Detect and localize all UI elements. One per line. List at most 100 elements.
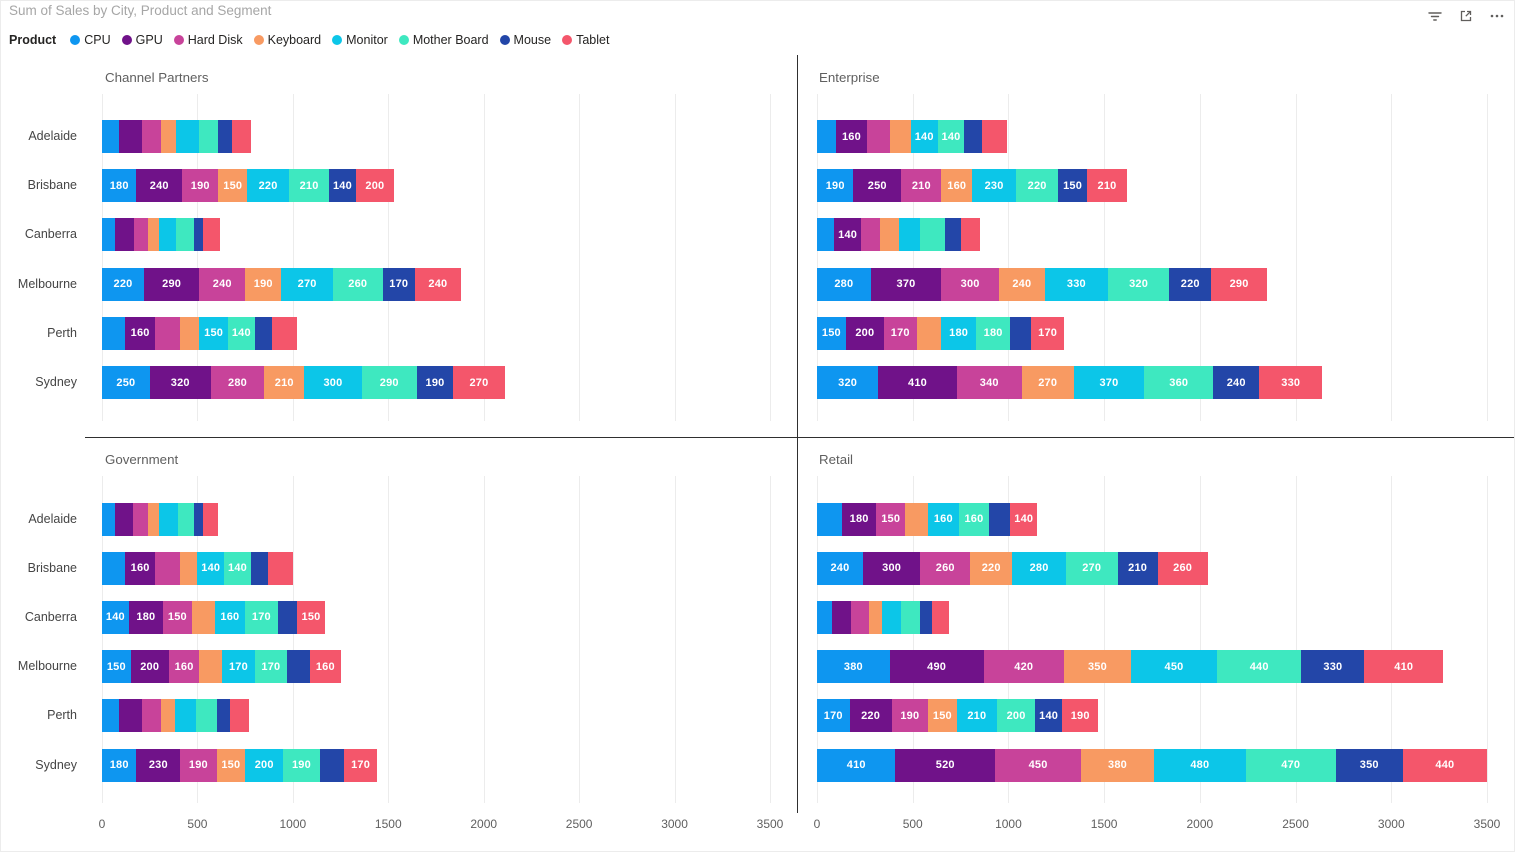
bar-segment-tablet[interactable]: 170 bbox=[1031, 316, 1064, 350]
bar-segment-gpu[interactable]: 320 bbox=[149, 366, 211, 399]
bar-segment-hard-disk[interactable]: 170 bbox=[884, 316, 917, 350]
bar-segment-monitor[interactable] bbox=[882, 600, 902, 634]
bar-segment-gpu[interactable]: 220 bbox=[849, 699, 892, 733]
bar-segment-mother-board[interactable]: 140 bbox=[937, 120, 965, 153]
bar-segment-keyboard[interactable] bbox=[191, 600, 215, 634]
bar-segment-mouse[interactable]: 240 bbox=[1213, 366, 1260, 399]
bar-segment-gpu[interactable]: 290 bbox=[143, 267, 200, 301]
bar-segment-mouse[interactable] bbox=[989, 502, 1011, 536]
bar-segment-hard-disk[interactable]: 340 bbox=[956, 366, 1022, 399]
bar-segment-hard-disk[interactable]: 160 bbox=[168, 650, 200, 684]
bar-segment-monitor[interactable] bbox=[159, 218, 177, 252]
bar-segment-mother-board[interactable]: 440 bbox=[1217, 650, 1302, 684]
bar-segment-cpu[interactable] bbox=[817, 218, 835, 252]
bar-segment-gpu[interactable]: 300 bbox=[862, 551, 921, 585]
bar-segment-tablet[interactable]: 330 bbox=[1259, 366, 1323, 399]
bar-segment-keyboard[interactable]: 190 bbox=[245, 267, 282, 301]
bar-segment-gpu[interactable]: 410 bbox=[878, 366, 957, 399]
bar-segment-mouse[interactable] bbox=[216, 699, 230, 733]
bar-segment-cpu[interactable] bbox=[102, 551, 125, 585]
bar-segment-mouse[interactable] bbox=[277, 600, 297, 634]
bar-segment-keyboard[interactable] bbox=[905, 502, 929, 536]
bar-segment-tablet[interactable]: 190 bbox=[1062, 699, 1099, 733]
bar-segment-mouse[interactable]: 220 bbox=[1169, 267, 1212, 301]
bar-segment-mouse[interactable] bbox=[920, 600, 932, 634]
bar-segment-tablet[interactable]: 200 bbox=[355, 169, 394, 203]
bar-segment-cpu[interactable]: 250 bbox=[102, 366, 150, 399]
bar-segment-mother-board[interactable]: 470 bbox=[1245, 748, 1336, 782]
legend-item-mother-board[interactable]: Mother Board bbox=[398, 33, 489, 47]
bar-segment-keyboard[interactable]: 210 bbox=[264, 366, 305, 399]
bar-segment-mouse[interactable]: 330 bbox=[1301, 650, 1365, 684]
bar-segment-tablet[interactable] bbox=[203, 218, 221, 252]
bar-segment-cpu[interactable] bbox=[102, 218, 116, 252]
bar-segment-hard-disk[interactable]: 420 bbox=[983, 650, 1064, 684]
bar-segment-tablet[interactable] bbox=[960, 218, 980, 252]
bar-segment-cpu[interactable]: 280 bbox=[817, 267, 871, 301]
bar-segment-keyboard[interactable] bbox=[161, 120, 177, 153]
bar-segment-mother-board[interactable]: 160 bbox=[958, 502, 990, 536]
bar-segment-mouse[interactable]: 350 bbox=[1335, 748, 1403, 782]
bar-segment-mouse[interactable]: 210 bbox=[1117, 551, 1158, 585]
bar-segment-hard-disk[interactable]: 190 bbox=[180, 748, 217, 782]
bar-segment-keyboard[interactable] bbox=[916, 316, 942, 350]
bar-segment-mouse[interactable] bbox=[218, 120, 232, 153]
bar-segment-monitor[interactable]: 140 bbox=[197, 551, 225, 585]
bar-segment-hard-disk[interactable]: 210 bbox=[901, 169, 942, 203]
bar-segment-cpu[interactable]: 170 bbox=[817, 699, 850, 733]
bar-segment-keyboard[interactable]: 150 bbox=[218, 169, 248, 203]
legend-item-gpu[interactable]: GPU bbox=[121, 33, 163, 47]
bar-segment-monitor[interactable]: 230 bbox=[972, 169, 1017, 203]
bar-segment-gpu[interactable]: 160 bbox=[124, 316, 156, 350]
bar-segment-mother-board[interactable]: 190 bbox=[283, 748, 320, 782]
bar-segment-keyboard[interactable]: 150 bbox=[928, 699, 957, 733]
bar-segment-keyboard[interactable]: 350 bbox=[1063, 650, 1131, 684]
bar-segment-hard-disk[interactable]: 190 bbox=[182, 169, 219, 203]
bar-segment-gpu[interactable]: 160 bbox=[124, 551, 156, 585]
bar-segment-cpu[interactable]: 180 bbox=[102, 169, 137, 203]
bar-segment-gpu[interactable]: 200 bbox=[130, 650, 169, 684]
bar-segment-keyboard[interactable]: 160 bbox=[941, 169, 973, 203]
bar-segment-monitor[interactable]: 220 bbox=[247, 169, 290, 203]
bar-segment-tablet[interactable]: 160 bbox=[310, 650, 341, 684]
bar-segment-mother-board[interactable]: 220 bbox=[1016, 169, 1059, 203]
bar-segment-keyboard[interactable] bbox=[889, 120, 911, 153]
bar-segment-monitor[interactable]: 170 bbox=[222, 650, 255, 684]
bar-segment-gpu[interactable]: 370 bbox=[870, 267, 942, 301]
bar-segment-gpu[interactable] bbox=[832, 600, 852, 634]
bar-segment-gpu[interactable]: 180 bbox=[128, 600, 164, 634]
bar-segment-mother-board[interactable]: 140 bbox=[224, 551, 251, 585]
bar-segment-monitor[interactable] bbox=[174, 699, 196, 733]
bar-segment-keyboard[interactable] bbox=[868, 600, 883, 634]
bar-segment-keyboard[interactable] bbox=[199, 650, 223, 684]
bar-segment-cpu[interactable] bbox=[102, 316, 125, 350]
bar-segment-monitor[interactable] bbox=[159, 502, 179, 536]
bar-segment-mouse[interactable] bbox=[250, 551, 269, 585]
bar-segment-gpu[interactable]: 140 bbox=[834, 218, 862, 252]
bar-segment-hard-disk[interactable] bbox=[134, 218, 148, 252]
bar-segment-mouse[interactable] bbox=[945, 218, 961, 252]
bar-segment-tablet[interactable] bbox=[203, 502, 219, 536]
bar-segment-keyboard[interactable] bbox=[147, 218, 160, 252]
bar-segment-mouse[interactable] bbox=[1010, 316, 1032, 350]
bar-segment-monitor[interactable]: 180 bbox=[941, 316, 976, 350]
bar-segment-hard-disk[interactable] bbox=[155, 551, 181, 585]
bar-segment-hard-disk[interactable]: 190 bbox=[891, 699, 929, 733]
bar-segment-cpu[interactable] bbox=[817, 120, 837, 153]
bar-segment-mother-board[interactable] bbox=[920, 218, 946, 252]
bar-segment-hard-disk[interactable] bbox=[155, 316, 181, 350]
bar-segment-keyboard[interactable]: 270 bbox=[1021, 366, 1074, 399]
bar-segment-tablet[interactable]: 290 bbox=[1211, 267, 1267, 301]
more-options-icon[interactable] bbox=[1488, 7, 1506, 25]
bar-segment-monitor[interactable]: 330 bbox=[1044, 267, 1108, 301]
bar-segment-hard-disk[interactable]: 240 bbox=[199, 267, 246, 301]
bar-segment-cpu[interactable] bbox=[102, 699, 120, 733]
bar-segment-mouse[interactable]: 150 bbox=[1058, 169, 1087, 203]
bar-segment-cpu[interactable]: 140 bbox=[102, 600, 129, 634]
bar-segment-tablet[interactable] bbox=[231, 120, 251, 153]
bar-segment-mouse[interactable] bbox=[193, 218, 204, 252]
bar-segment-mouse[interactable]: 140 bbox=[329, 169, 356, 203]
bar-segment-mother-board[interactable] bbox=[176, 218, 194, 252]
bar-segment-hard-disk[interactable] bbox=[866, 120, 890, 153]
bar-segment-monitor[interactable]: 200 bbox=[245, 748, 284, 782]
